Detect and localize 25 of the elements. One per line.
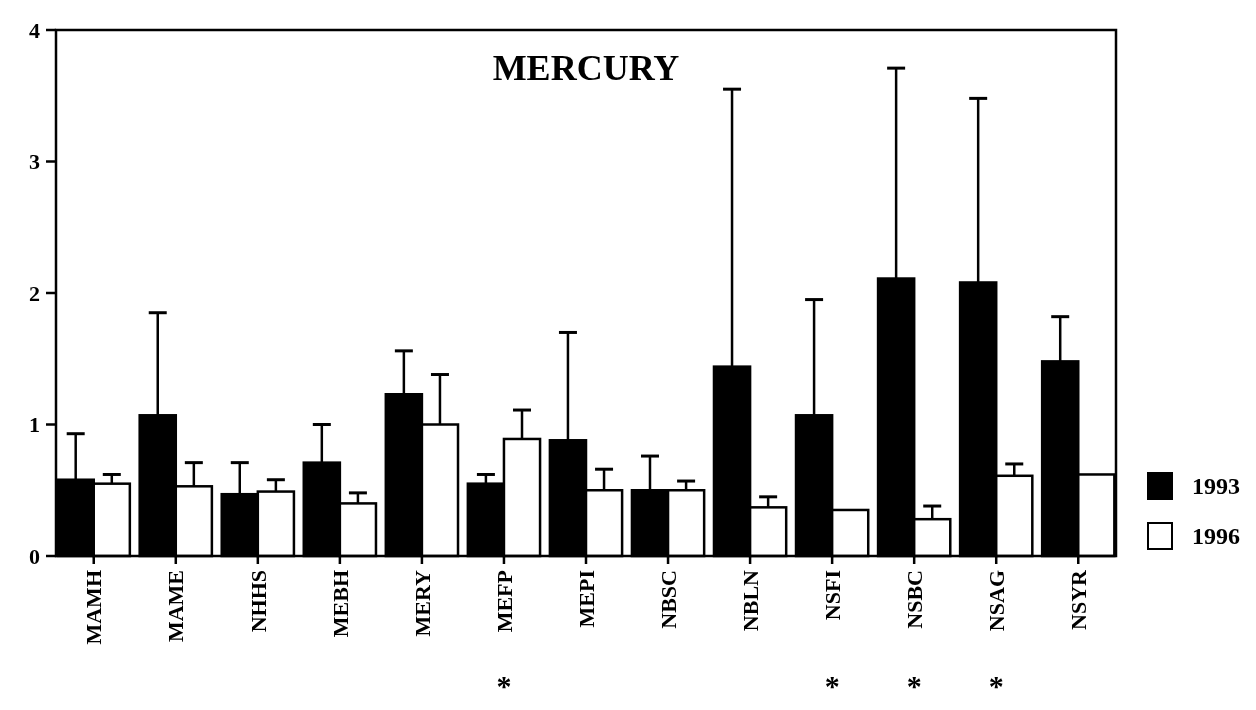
x-tick-label: MERY — [409, 569, 435, 637]
y-tick-label: 1 — [29, 412, 40, 438]
x-tick-label: MEPI — [573, 570, 599, 628]
x-tick-label: NSBC — [901, 570, 927, 629]
text: * — [988, 669, 1004, 702]
x-tick-label: MAME — [163, 570, 189, 643]
x-tick-label: NBLN — [737, 569, 763, 632]
x-tick-label: MAMH — [81, 570, 107, 645]
x-tick-label: MEBH — [327, 570, 353, 638]
y-tick-label: 0 — [29, 543, 40, 569]
text: * — [906, 669, 922, 702]
text: * — [824, 669, 840, 702]
text: * — [496, 669, 512, 702]
x-tick-label: NSYR — [1065, 568, 1091, 630]
x-tick-label: NHHS — [245, 570, 271, 633]
legend-label: 1993 — [1192, 473, 1240, 500]
y-tick-label: 2 — [29, 280, 40, 306]
y-tick-label: 4 — [29, 17, 40, 43]
legend-label: 1996 — [1192, 523, 1240, 550]
text: MERCURY — [492, 48, 680, 88]
x-tick-label: MEFP — [491, 570, 517, 633]
x-tick-label: NSFI — [819, 570, 845, 621]
x-tick-label: NBSC — [655, 570, 681, 629]
x-tick-label: NSAG — [983, 570, 1009, 632]
y-tick-label: 3 — [29, 149, 40, 175]
